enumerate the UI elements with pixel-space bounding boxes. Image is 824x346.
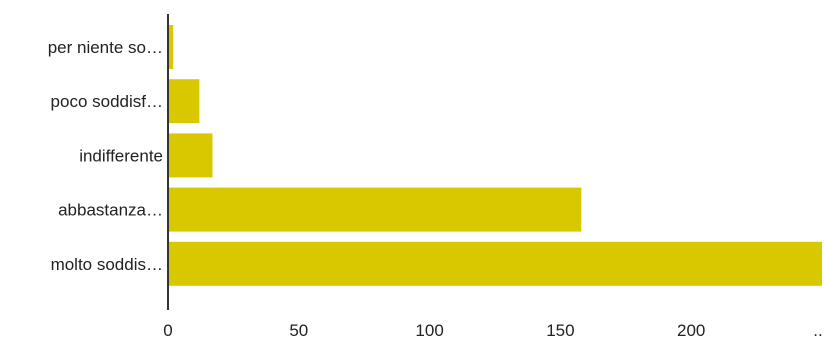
category-label-4: molto soddis…	[51, 255, 163, 274]
category-labels: per niente so… poco soddisf… indifferente a…	[48, 38, 163, 274]
category-label-1: poco soddisf…	[51, 92, 163, 111]
x-tick-label-3: 150	[546, 321, 574, 340]
bar-2	[169, 133, 213, 178]
category-label-3: abbastanza…	[58, 201, 163, 220]
category-label-0: per niente so…	[48, 38, 163, 57]
x-axis-ticks: 0 50 100 150 200..	[163, 321, 822, 340]
x-tick-label-4: 200	[677, 321, 705, 340]
bar-4	[169, 241, 822, 286]
x-tick-label-5: ..	[813, 321, 822, 340]
category-label-2: indifferente	[79, 146, 163, 165]
bars-layer	[169, 25, 822, 286]
bar-1	[169, 79, 200, 124]
bar-0	[169, 25, 174, 69]
bar-3	[169, 187, 582, 232]
x-tick-label-2: 100	[415, 321, 443, 340]
x-tick-label-0: 0	[163, 321, 172, 340]
x-tick-label-1: 50	[289, 321, 308, 340]
